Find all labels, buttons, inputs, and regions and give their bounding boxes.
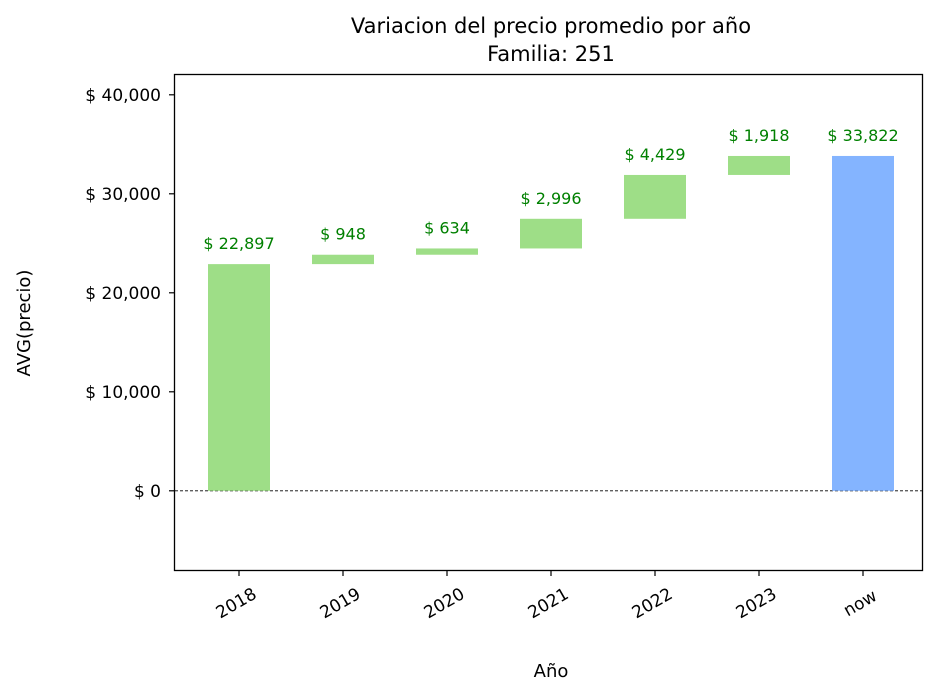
bar-value-label: $ 4,429 <box>624 145 685 164</box>
x-tick-label: 2021 <box>525 584 572 623</box>
increment-bar <box>312 254 374 265</box>
bar-value-label: $ 1,918 <box>728 126 789 145</box>
y-tick-label: $ 20,000 <box>85 284 161 304</box>
plot-area: $ 0 $ 10,000 $ 20,000 $ 30,000 $ 40,000 $ 22,… <box>85 86 922 623</box>
chart-title: Variacion del precio promedio por año <box>351 14 751 38</box>
chart-subtitle: Familia: 251 <box>487 42 615 66</box>
total-bar <box>832 155 894 491</box>
x-tick-label: now <box>840 586 880 621</box>
x-tick-label: 2018 <box>213 584 260 623</box>
bar-value-label: $ 634 <box>424 218 470 237</box>
increment-bar <box>208 264 270 491</box>
increment-bar <box>728 155 790 175</box>
x-tick-label: 2020 <box>421 584 468 623</box>
x-tick-label: 2022 <box>629 584 676 623</box>
increment-bar <box>416 248 478 255</box>
y-tick-label: $ 10,000 <box>85 383 161 403</box>
y-tick-label: $ 40,000 <box>85 86 161 106</box>
y-tick-label: $ 30,000 <box>85 185 161 205</box>
plot-frame <box>173 73 924 572</box>
bar-value-label: $ 948 <box>320 225 366 244</box>
y-tick-label: $ 0 <box>134 482 161 502</box>
bar-value-label: $ 33,822 <box>827 126 898 145</box>
x-axis-label: Año <box>534 661 569 682</box>
increment-bar <box>624 174 686 219</box>
bar-value-label: $ 2,996 <box>520 189 581 208</box>
y-axis-label: AVG(precio) <box>14 270 35 377</box>
x-tick-label: 2023 <box>733 584 780 623</box>
increment-bar <box>520 218 582 249</box>
x-tick-label: 2019 <box>317 584 364 623</box>
bar-value-label: $ 22,897 <box>203 234 274 253</box>
